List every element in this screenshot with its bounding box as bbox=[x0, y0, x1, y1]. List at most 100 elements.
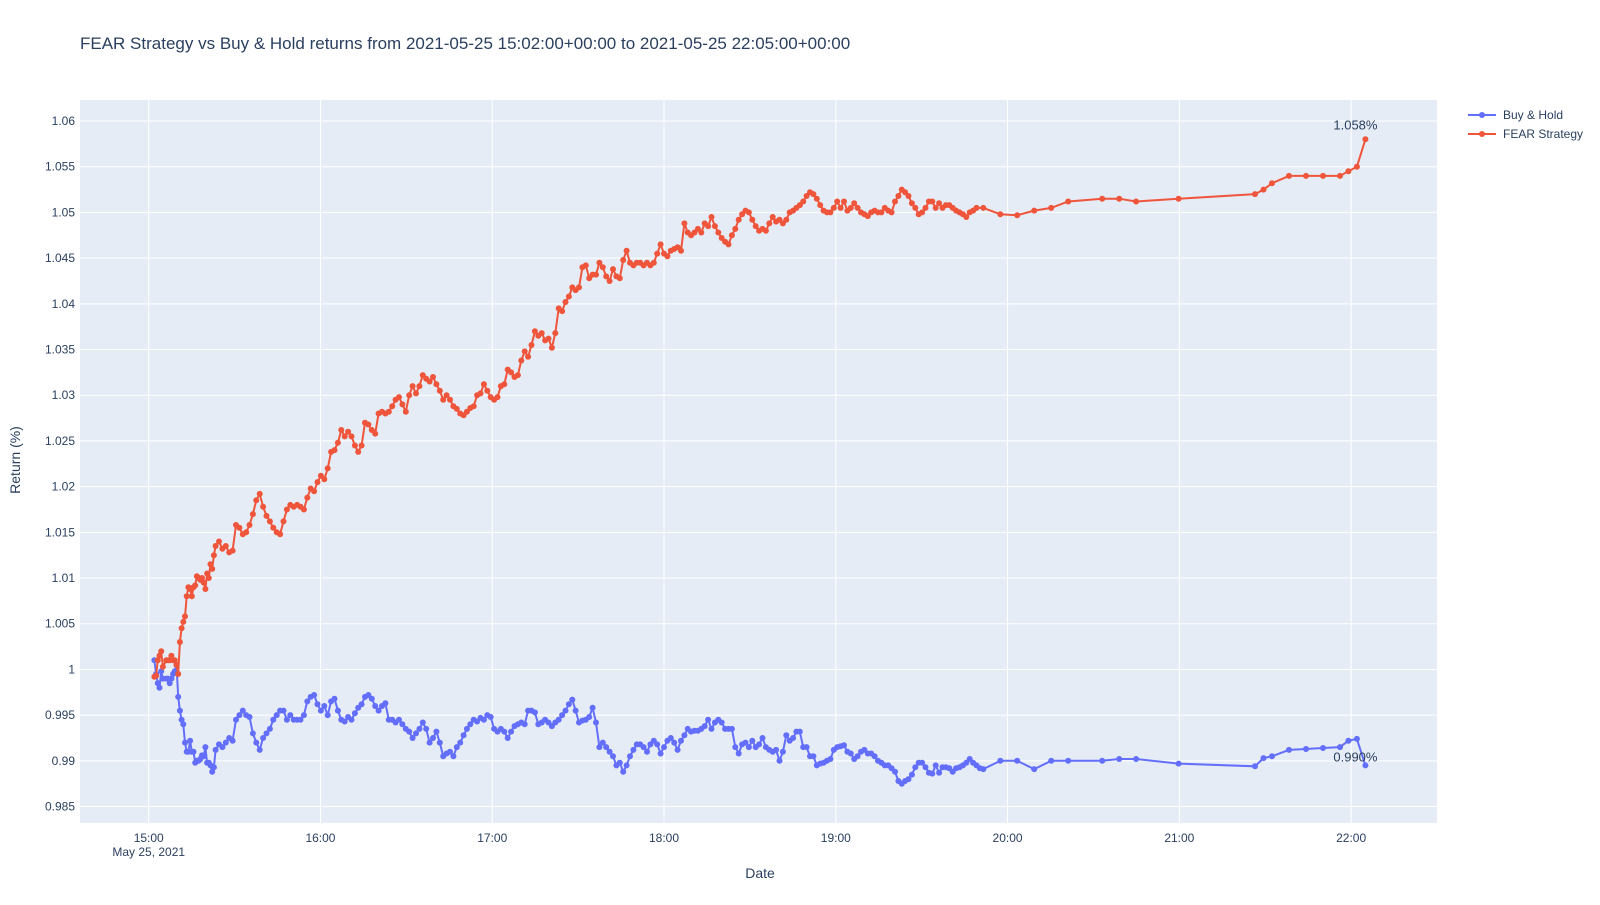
data-point[interactable] bbox=[932, 762, 939, 769]
data-point[interactable] bbox=[531, 709, 538, 716]
data-point[interactable] bbox=[562, 707, 569, 714]
data-point[interactable] bbox=[623, 247, 630, 254]
data-point[interactable] bbox=[749, 737, 756, 744]
data-point[interactable] bbox=[735, 216, 742, 223]
data-point[interactable] bbox=[351, 710, 358, 717]
data-point[interactable] bbox=[300, 506, 307, 513]
data-point[interactable] bbox=[701, 723, 708, 730]
data-point[interactable] bbox=[773, 746, 780, 753]
data-point[interactable] bbox=[460, 732, 467, 739]
data-point[interactable] bbox=[1175, 760, 1182, 767]
data-point[interactable] bbox=[650, 259, 657, 266]
data-point[interactable] bbox=[1260, 186, 1267, 193]
data-point[interactable] bbox=[596, 744, 603, 751]
data-point[interactable] bbox=[1320, 745, 1326, 751]
data-point[interactable] bbox=[236, 712, 243, 719]
data-point[interactable] bbox=[508, 728, 515, 735]
data-point[interactable] bbox=[545, 335, 552, 342]
data-point[interactable] bbox=[657, 750, 664, 757]
data-point[interactable] bbox=[559, 308, 566, 315]
data-point[interactable] bbox=[616, 275, 623, 282]
data-point[interactable] bbox=[334, 439, 341, 446]
data-point[interactable] bbox=[321, 703, 328, 709]
data-point[interactable] bbox=[871, 753, 878, 760]
data-point[interactable] bbox=[1337, 744, 1343, 751]
data-point[interactable] bbox=[745, 744, 752, 751]
data-point[interactable] bbox=[837, 204, 844, 211]
data-point[interactable] bbox=[834, 198, 841, 205]
data-point[interactable] bbox=[156, 684, 163, 691]
data-point[interactable] bbox=[997, 757, 1004, 764]
data-point[interactable] bbox=[416, 725, 423, 732]
data-point[interactable] bbox=[355, 448, 362, 455]
data-point[interactable] bbox=[562, 299, 569, 305]
data-point[interactable] bbox=[606, 748, 613, 755]
data-point[interactable] bbox=[854, 204, 861, 211]
data-point[interactable] bbox=[851, 200, 858, 207]
data-point[interactable] bbox=[518, 357, 525, 364]
data-point[interactable] bbox=[341, 718, 348, 725]
data-point[interactable] bbox=[204, 570, 211, 577]
data-point[interactable] bbox=[270, 524, 277, 531]
data-point[interactable] bbox=[657, 241, 664, 248]
data-point[interactable] bbox=[409, 735, 416, 741]
data-point[interactable] bbox=[351, 442, 358, 449]
data-point[interactable] bbox=[841, 198, 847, 205]
data-point[interactable] bbox=[708, 214, 715, 220]
data-point[interactable] bbox=[168, 675, 175, 682]
data-point[interactable] bbox=[297, 716, 304, 723]
data-point[interactable] bbox=[718, 719, 725, 726]
data-point[interactable] bbox=[830, 204, 837, 211]
data-point[interactable] bbox=[229, 737, 236, 744]
data-point[interactable] bbox=[372, 430, 379, 437]
data-point[interactable] bbox=[175, 693, 182, 700]
data-point[interactable] bbox=[372, 703, 379, 709]
data-point[interactable] bbox=[166, 680, 173, 687]
data-point[interactable] bbox=[200, 753, 207, 760]
data-point[interactable] bbox=[555, 716, 562, 723]
data-point[interactable] bbox=[783, 216, 790, 223]
data-point[interactable] bbox=[681, 732, 688, 739]
data-point[interactable] bbox=[436, 387, 443, 394]
data-point[interactable] bbox=[1031, 207, 1038, 214]
data-point[interactable] bbox=[905, 193, 912, 199]
data-point[interactable] bbox=[453, 744, 460, 751]
data-point[interactable] bbox=[467, 721, 474, 728]
data-point[interactable] bbox=[640, 744, 647, 751]
data-point[interactable] bbox=[280, 518, 287, 525]
data-point[interactable] bbox=[919, 759, 926, 766]
data-point[interactable] bbox=[1252, 763, 1258, 770]
data-point[interactable] bbox=[399, 721, 406, 728]
data-point[interactable] bbox=[674, 746, 681, 753]
data-point[interactable] bbox=[932, 204, 939, 211]
data-point[interactable] bbox=[827, 756, 834, 762]
data-point[interactable] bbox=[1116, 195, 1123, 202]
data-point[interactable] bbox=[878, 209, 885, 216]
data-point[interactable] bbox=[538, 330, 545, 337]
data-point[interactable] bbox=[153, 672, 160, 679]
data-point[interactable] bbox=[501, 381, 508, 388]
data-point[interactable] bbox=[1260, 755, 1267, 762]
data-point[interactable] bbox=[1303, 746, 1309, 752]
data-point[interactable] bbox=[440, 396, 447, 403]
data-point[interactable] bbox=[389, 403, 396, 410]
data-point[interactable] bbox=[525, 353, 532, 360]
data-point[interactable] bbox=[698, 229, 705, 236]
data-point[interactable] bbox=[178, 625, 185, 632]
data-point[interactable] bbox=[311, 488, 318, 495]
data-point[interactable] bbox=[678, 247, 684, 254]
data-point[interactable] bbox=[1362, 136, 1369, 143]
data-point[interactable] bbox=[1133, 198, 1140, 205]
data-point[interactable] bbox=[358, 701, 365, 708]
data-point[interactable] bbox=[192, 582, 199, 589]
data-point[interactable] bbox=[484, 387, 491, 394]
data-point[interactable] bbox=[331, 447, 338, 454]
data-point[interactable] bbox=[796, 728, 803, 735]
data-point[interactable] bbox=[1099, 757, 1106, 764]
data-point[interactable] bbox=[514, 372, 521, 379]
data-point[interactable] bbox=[430, 374, 436, 380]
data-point[interactable] bbox=[892, 198, 898, 205]
data-point[interactable] bbox=[480, 716, 487, 723]
data-point[interactable] bbox=[728, 232, 735, 239]
data-point[interactable] bbox=[572, 707, 579, 714]
